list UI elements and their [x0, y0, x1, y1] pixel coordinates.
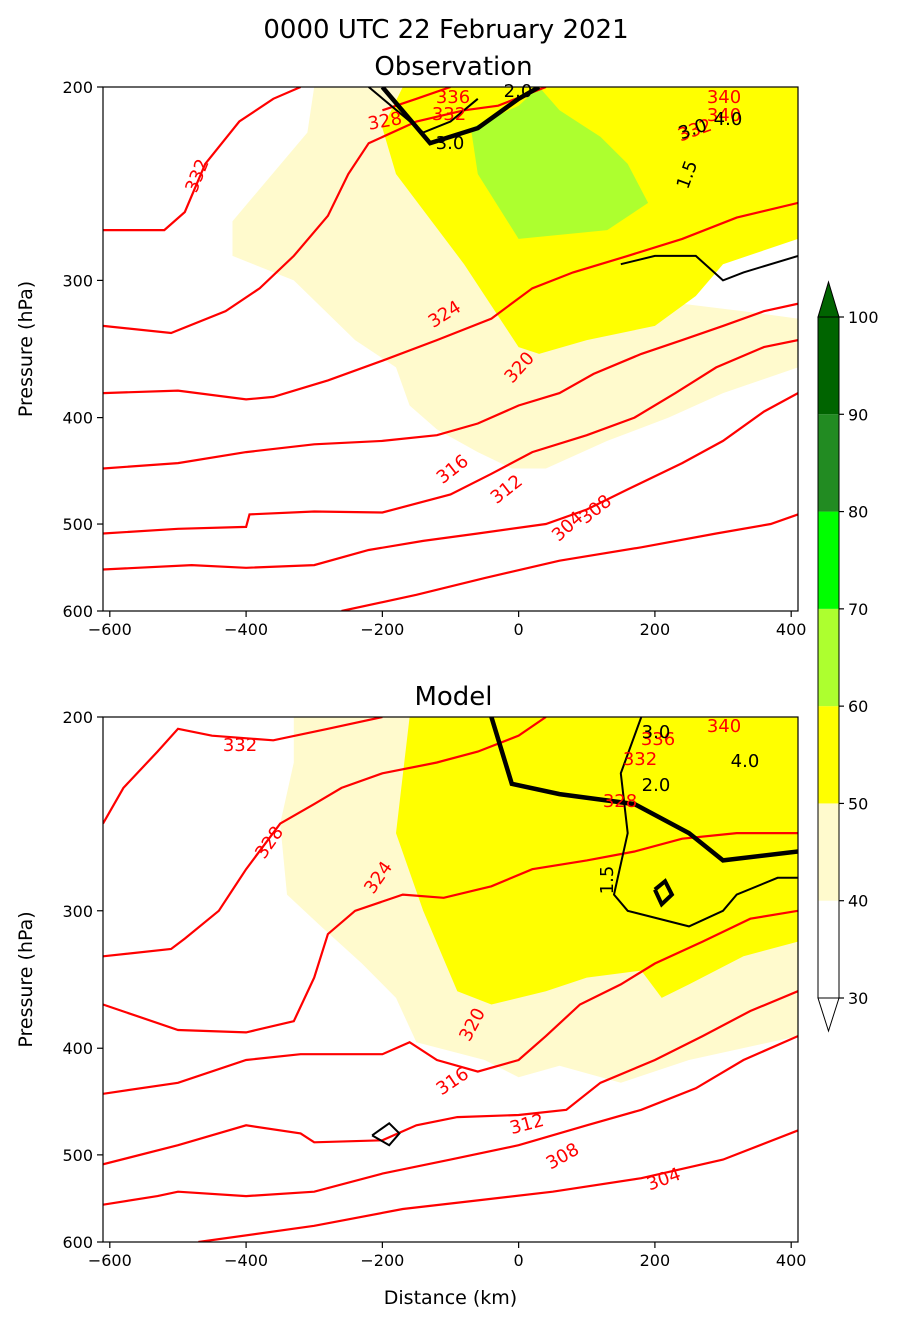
plot-area: [103, 87, 798, 611]
x-tick-label: −200: [360, 1251, 404, 1270]
colorbar-extend-max: [817, 280, 840, 318]
theta-contour-label: 332: [223, 735, 257, 756]
panel-title: Observation: [374, 52, 532, 82]
theta-contour-label: 328: [603, 791, 637, 812]
pv-contour-label: 1.5: [597, 866, 618, 895]
theta-contour-304: [198, 1129, 798, 1242]
theta-contour-312: [103, 339, 798, 535]
colorbar-segment: [818, 706, 839, 804]
x-tick-label: 200: [640, 620, 671, 639]
theta-contour-324: [103, 87, 547, 335]
theta-contour-312: [103, 990, 798, 1166]
theta-contour-label: 340: [707, 716, 741, 737]
x-tick-label: 0: [514, 620, 524, 639]
theta-contour-324: [103, 717, 547, 958]
theta-contour-304: [341, 513, 798, 611]
x-tick-label: −200: [360, 620, 404, 639]
theta-contour-320: [103, 201, 798, 401]
theta-contour-label: 336: [641, 729, 675, 750]
y-tick-label: 600: [62, 1233, 93, 1252]
pv-contour-label: 2.0: [504, 81, 533, 102]
x-tick-label: −400: [224, 620, 268, 639]
theta-contour-308: [103, 1035, 798, 1206]
theta-contour-328: [103, 717, 383, 825]
colorbar-tick-label: 40: [848, 892, 868, 911]
theta-contour-label: 332: [181, 156, 213, 196]
y-tick-label: 500: [62, 515, 93, 534]
axes-frame: [102, 716, 799, 1243]
theta-contour-label: 336: [436, 87, 470, 108]
panel-observation: 3043083123163203243283323363323323403401…: [15, 52, 806, 639]
pv-contour-closed-3: [653, 878, 675, 908]
colorbar-segment: [818, 900, 839, 998]
panel-model: 3043083123163203243283323283323363401.52…: [15, 682, 806, 1309]
colorbar-tick-label: 30: [848, 989, 868, 1008]
filled-region-60: [470, 87, 649, 239]
pv-contour-3.0: [368, 87, 479, 134]
pv-contour-closed-2: [371, 1121, 401, 1147]
x-tick-label: 200: [640, 1251, 671, 1270]
theta-contour-316: [103, 909, 798, 1095]
x-tick-label: 0: [514, 1251, 524, 1270]
theta-contour-label: 308: [543, 1139, 583, 1174]
colorbar-segment: [818, 608, 839, 707]
theta-contour-label: 340: [707, 105, 741, 126]
colorbar-segment: [818, 511, 839, 609]
x-tick-label: −600: [88, 1251, 132, 1270]
colorbar-tick-label: 90: [848, 405, 868, 424]
figure-title: 0000 UTC 22 February 2021: [263, 15, 628, 45]
theta-contour-308: [103, 392, 798, 571]
pv-contour-label: 4.0: [731, 751, 760, 772]
y-tick-label: 300: [62, 902, 93, 921]
theta-contour-label: 340: [707, 87, 741, 108]
y-tick-label: 400: [62, 409, 93, 428]
colorbar-tick-label: 100: [848, 308, 879, 327]
theta-contour-label: 316: [433, 451, 473, 489]
pv-contour-label: 4.0: [714, 109, 743, 130]
colorbar-frame: [817, 316, 840, 999]
colorbar-extend-min: [817, 997, 840, 1033]
theta-contour-label: 332: [623, 749, 657, 770]
colorbar: 30 40 50 60 70 80 90 100: [817, 280, 879, 1033]
panel-title: Model: [414, 682, 492, 712]
pv-contour-2.0: [489, 717, 798, 863]
y-tick-label: 400: [62, 1039, 93, 1058]
x-tick-label: −600: [88, 620, 132, 639]
y-tick-label: 600: [62, 602, 93, 621]
y-axis-label: Pressure (hPa): [15, 911, 37, 1047]
colorbar-segment: [818, 317, 839, 415]
theta-contour-328: [103, 87, 302, 232]
theta-contour-label: 312: [487, 471, 527, 509]
x-axis-label: Distance (km): [384, 1287, 517, 1309]
theta-contour-316: [103, 302, 798, 470]
theta-contour-320: [103, 831, 798, 1034]
y-tick-label: 200: [62, 708, 93, 727]
colorbar-tick-label: 60: [848, 697, 868, 716]
colorbar-tick-label: 80: [848, 503, 868, 522]
colorbar-segment: [818, 414, 839, 512]
theta-contour-label: 332: [432, 104, 466, 125]
y-tick-label: 300: [62, 271, 93, 290]
pv-contour-label: 2.0: [642, 775, 671, 796]
pv-contour-label: 3.0: [436, 133, 465, 154]
pv-contour-label: 3.0: [642, 722, 671, 743]
colorbar-tick-label: 70: [848, 600, 868, 619]
pv-contour-1.5: [620, 254, 798, 282]
y-tick-label: 500: [62, 1146, 93, 1165]
colorbar-segment: [818, 803, 839, 901]
plot-area: [103, 717, 798, 1242]
y-axis-label: Pressure (hPa): [15, 281, 37, 417]
colorbar-tick-label: 50: [848, 794, 868, 813]
theta-contour-label: 304: [644, 1164, 683, 1195]
axes-frame: [102, 86, 799, 612]
theta-contour-332: [382, 87, 451, 112]
filled-region-50: [396, 717, 798, 1005]
x-tick-label: 400: [776, 620, 807, 639]
x-tick-label: 400: [776, 1251, 807, 1270]
x-tick-label: −400: [224, 1251, 268, 1270]
y-tick-label: 200: [62, 78, 93, 97]
